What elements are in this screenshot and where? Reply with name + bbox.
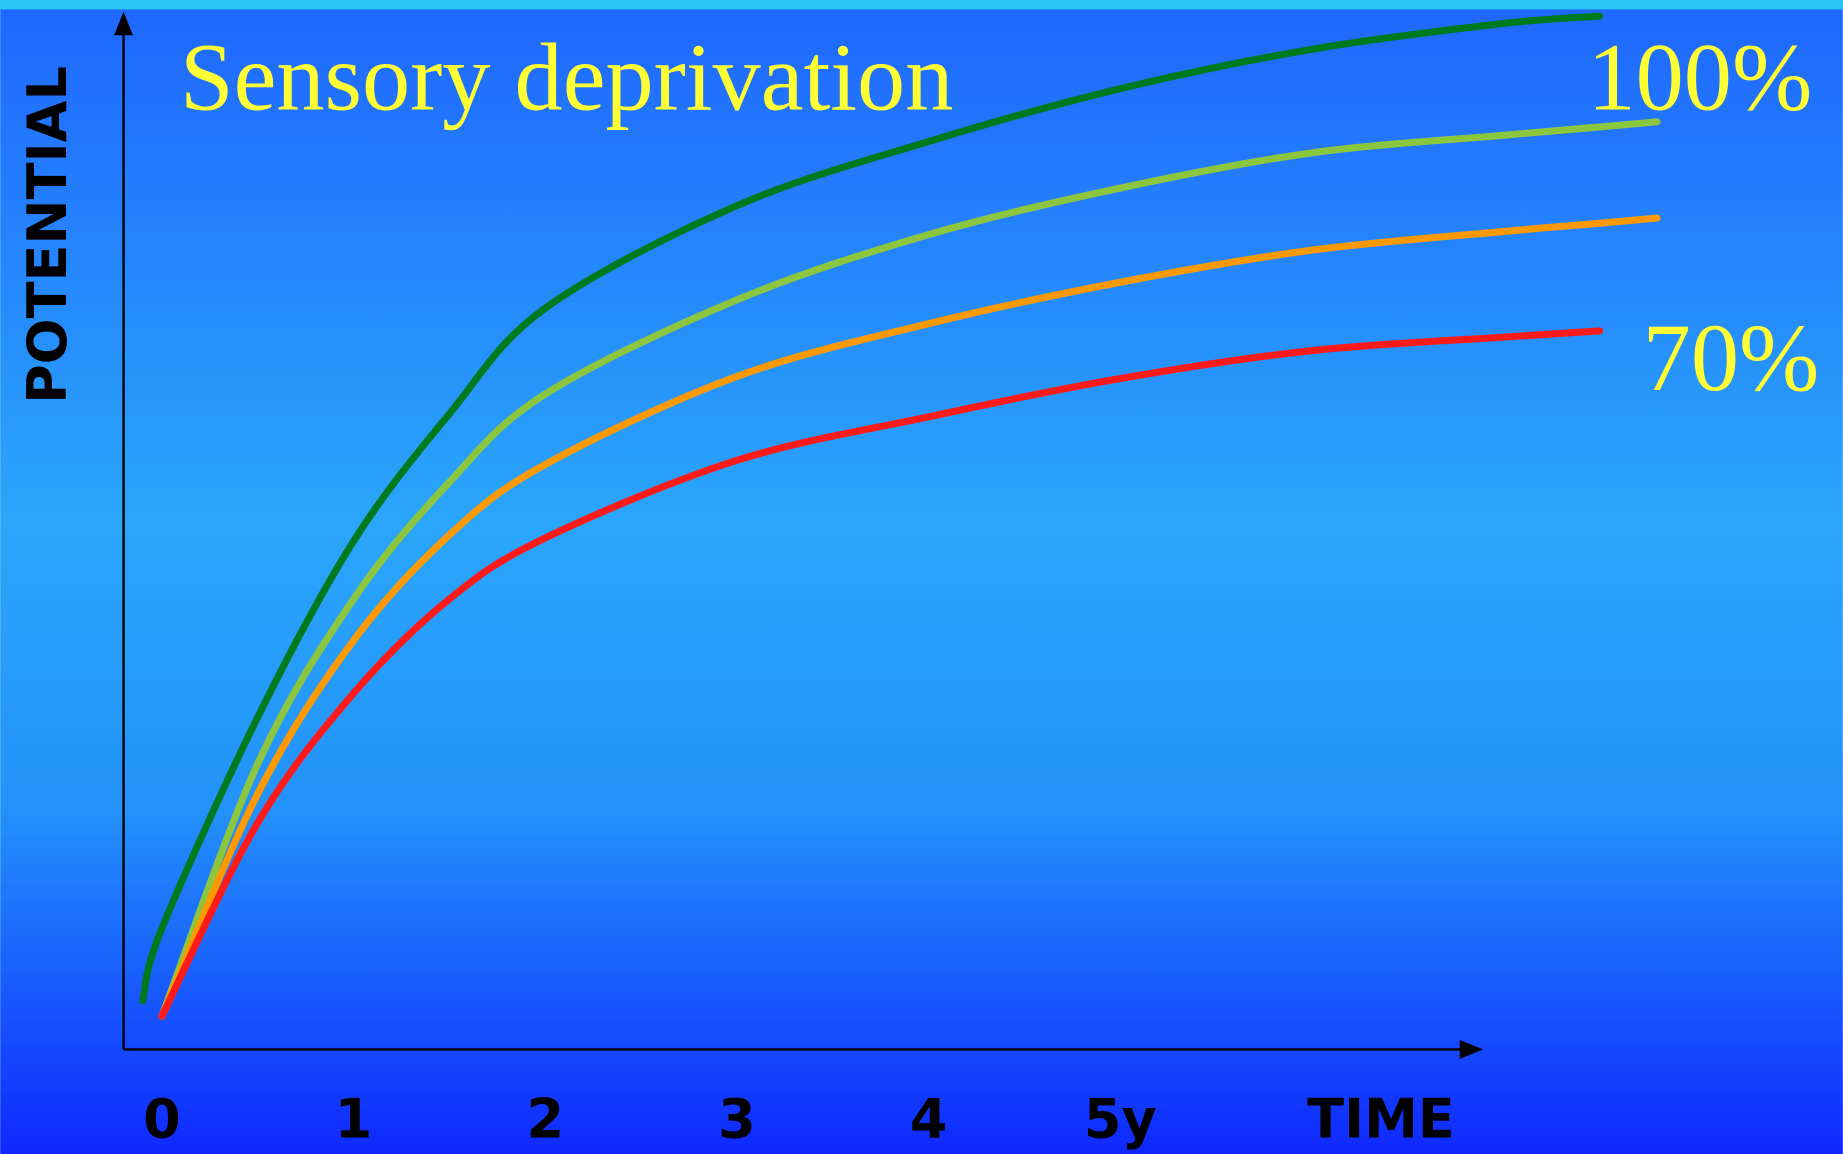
x-tick-label: 0: [143, 1088, 181, 1151]
top-strip: [0, 0, 1843, 10]
x-tick-label: 1: [335, 1088, 373, 1151]
x-axis-label: TIME: [1307, 1088, 1455, 1151]
plot-area: [139, 12, 1661, 1020]
annotation: 70%: [1643, 304, 1820, 411]
x-tick-label: 4: [910, 1088, 948, 1151]
x-tick-label: 2: [526, 1088, 564, 1151]
y-axis-label: POTENTIAL: [16, 66, 79, 404]
series-line: [158, 118, 1661, 1020]
series-line: [139, 12, 1604, 1005]
x-tick-label: 5y: [1084, 1088, 1157, 1151]
x-tick-label: 3: [718, 1088, 756, 1151]
series-line: [158, 327, 1604, 1020]
series-line: [158, 214, 1661, 1020]
chart-title: Sensory deprivation: [180, 23, 953, 130]
annotation: 100%: [1587, 23, 1812, 130]
